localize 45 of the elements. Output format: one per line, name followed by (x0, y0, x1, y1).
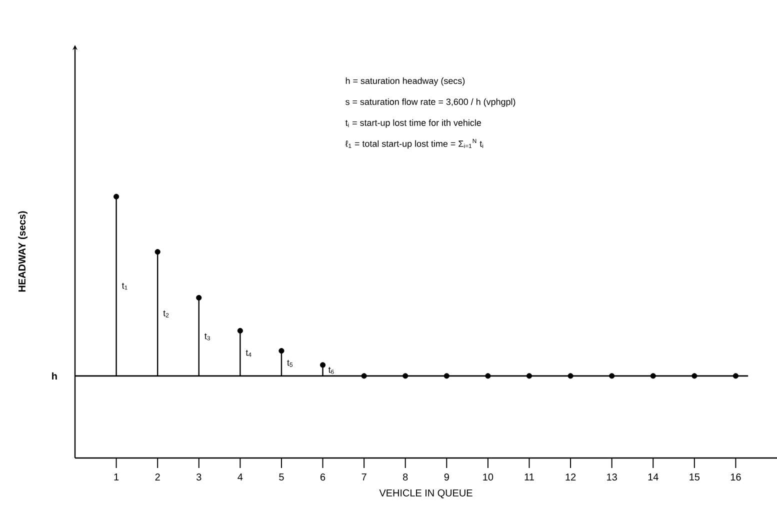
annotation: t$_{2}$ (163, 310, 169, 318)
x-tick-label: 8 (403, 474, 408, 481)
x-tick-label: 13 (607, 474, 617, 481)
point (361, 373, 367, 379)
text: t$_{i}$ = start-up lost time for ith vehicle (345, 119, 482, 128)
point (650, 373, 656, 379)
x-tick-label: 7 (362, 474, 366, 480)
x-tick-label: 2 (155, 474, 160, 480)
point (196, 294, 202, 301)
x-tick-label: 11 (524, 474, 534, 480)
point (113, 194, 120, 200)
point (320, 362, 326, 368)
annotation: t$_{6}$ (328, 366, 334, 374)
x-tick-label: 12 (566, 474, 576, 480)
annotation: t$_{5}$ (287, 360, 293, 367)
y-axis-title: HEADWAY (secs) (18, 211, 28, 292)
point (692, 373, 698, 379)
x-tick-label: 5 (279, 474, 284, 480)
x-tick-label: 16 (730, 474, 741, 481)
x-tick-label: 14 (648, 474, 658, 480)
point (154, 249, 160, 255)
x-axis-title: VEHICLE IN QUEUE (379, 489, 472, 498)
point (402, 373, 408, 379)
x-tick-label: 6 (320, 474, 326, 481)
annotation: t$_{3}$ (204, 333, 210, 340)
point (732, 373, 739, 379)
x-tick-label: 4 (238, 474, 243, 480)
x-tick-label: 10 (483, 474, 494, 481)
text: h = saturation headway (secs) (346, 77, 465, 86)
point (568, 373, 574, 379)
x-tick-label: 3 (196, 474, 202, 481)
point (609, 373, 615, 379)
point (278, 348, 284, 354)
text: ℓ$_{1}$ = total start-up lost time = Σ$_{i=1}$$^{N}$ t$_{i}$ (345, 138, 484, 149)
point (444, 373, 450, 379)
ref-line-label: h (52, 372, 57, 380)
annotation: t$_{1}$ (122, 282, 128, 290)
point (526, 373, 532, 379)
x-tick-label: 1 (114, 474, 119, 480)
point (485, 373, 491, 379)
x-tick-label: 9 (444, 474, 449, 481)
text: s = saturation flow rate = 3,600 / h (vphgpl) (346, 98, 516, 107)
point (237, 328, 243, 334)
annotation: t$_{4}$ (246, 350, 252, 357)
x-tick-label: 15 (690, 474, 700, 480)
